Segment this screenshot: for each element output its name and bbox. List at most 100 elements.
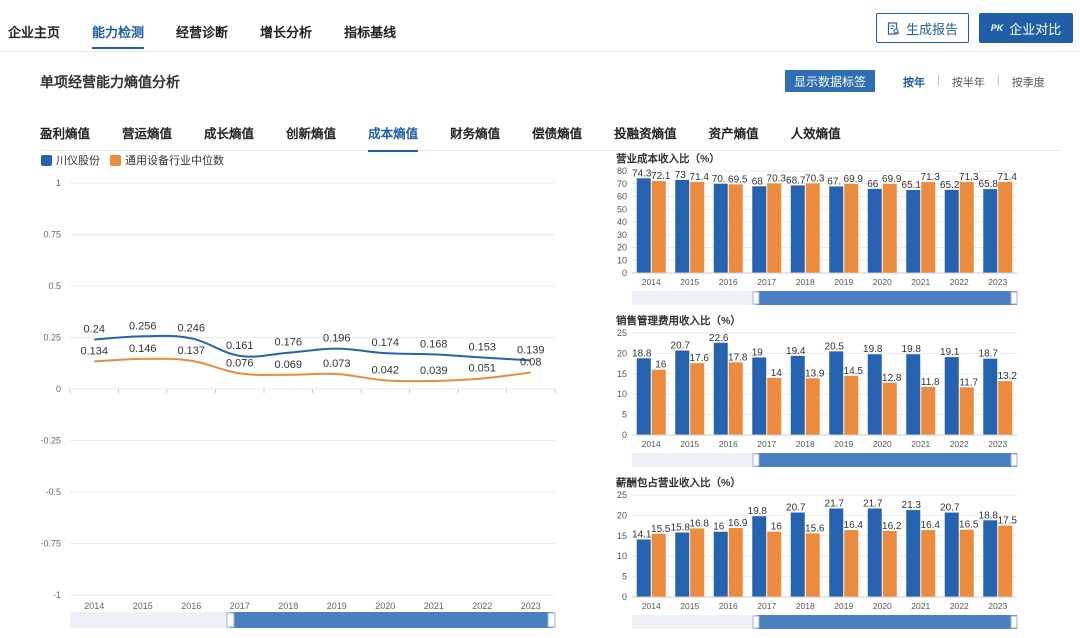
zoom-handle-left[interactable] — [752, 453, 760, 467]
bar — [998, 181, 1013, 273]
data-label: 65.1 — [902, 180, 922, 191]
tab-investment-entropy[interactable]: 投融资熵值 — [614, 127, 677, 141]
zoom-selection — [756, 615, 1017, 629]
legend-item-industry[interactable]: 通用设备行业中位数 — [110, 152, 224, 168]
y-tick-label: 0 — [622, 592, 627, 602]
nav-item-diagnosis[interactable]: 经营诊断 — [176, 25, 229, 40]
bar — [867, 508, 882, 597]
data-label: 0.134 — [80, 345, 108, 357]
zoom-handle-right[interactable] — [1010, 453, 1018, 467]
period-quarterly[interactable]: 按季度 — [1011, 77, 1045, 89]
period-yearly[interactable]: 按年 — [903, 77, 925, 89]
y-tick-label: 50 — [617, 204, 627, 214]
zoom-selection — [230, 612, 553, 628]
x-tick-label: 2019 — [834, 439, 853, 449]
data-label: 70.3 — [805, 173, 825, 184]
data-label: 16.2 — [882, 521, 902, 532]
tab-innovation-entropy[interactable]: 创新熵值 — [286, 127, 337, 141]
y-tick-label: 20 — [617, 510, 627, 520]
data-label: 68.7 — [786, 175, 806, 186]
x-tick-label: 2014 — [642, 439, 661, 449]
x-tick-label: 2017 — [757, 277, 776, 287]
zoom-selection — [756, 291, 1017, 305]
tab-profit-entropy[interactable]: 盈利熵值 — [40, 127, 91, 141]
industry-series-line — [94, 357, 531, 383]
zoom-handle-right[interactable] — [547, 612, 556, 628]
data-label: 0.051 — [468, 362, 496, 374]
bar — [944, 189, 959, 273]
zoom-handle-right[interactable] — [1010, 291, 1018, 305]
bar — [998, 525, 1013, 597]
y-tick-label: 60 — [617, 192, 627, 202]
zoom-handle-left[interactable] — [226, 612, 235, 628]
zoom-handle-right[interactable] — [1010, 615, 1018, 629]
bar — [921, 530, 936, 597]
nav-item-growth[interactable]: 增长分析 — [260, 25, 313, 40]
data-label: 15.6 — [805, 523, 825, 534]
x-tick-label: 2021 — [424, 601, 444, 611]
y-tick-label: 10 — [617, 389, 627, 399]
show-data-labels-button[interactable]: 显示数据标签 — [785, 70, 875, 92]
legend-swatch-blue — [41, 154, 52, 166]
data-label: 21.7 — [825, 498, 845, 509]
main-chart-legend: 川仪股份 通用设备行业中位数 — [41, 152, 234, 168]
data-label: 16.4 — [844, 520, 864, 531]
y-tick-label: 10 — [617, 551, 627, 561]
data-label: 0.168 — [420, 338, 448, 350]
period-half-year[interactable]: 按半年 — [951, 77, 985, 89]
tab-efficiency-entropy[interactable]: 人效熵值 — [790, 127, 841, 141]
bar — [790, 355, 805, 435]
company-compare-label: 企业对比 — [1009, 21, 1062, 37]
tab-cost-entropy[interactable]: 成本熵值 — [368, 123, 419, 152]
data-label: 18.8 — [632, 348, 652, 359]
nav-item-capability[interactable]: 能力检测 — [92, 22, 145, 49]
x-tick-label: 2016 — [719, 277, 738, 287]
x-tick-label: 2018 — [278, 601, 298, 611]
data-label: 14.5 — [844, 366, 864, 377]
tab-finance-entropy[interactable]: 财务熵值 — [450, 127, 501, 141]
bar — [790, 185, 805, 273]
salary-revenue-bar-chart: 0 5 10 15 20 25 2014 14.115.5 2015 15.8 16.8 2016 16… — [617, 490, 1018, 629]
data-label: 20.7 — [940, 503, 960, 514]
y-tick-label: 1 — [56, 178, 61, 188]
x-tick-label: 2022 — [472, 601, 492, 611]
bar — [690, 363, 705, 435]
data-label: 0.174 — [371, 337, 399, 349]
bar — [867, 354, 882, 435]
bar — [805, 378, 820, 435]
nav-item-home[interactable]: 企业主页 — [8, 25, 61, 40]
data-label: 16 — [771, 522, 783, 533]
data-label: 13.2 — [998, 371, 1018, 382]
company-compare-button[interactable]: PK 企业对比 — [979, 13, 1073, 43]
x-tick-label: 2014 — [642, 601, 661, 611]
legend-item-company[interactable]: 川仪股份 — [41, 152, 100, 168]
x-tick-label: 2019 — [834, 277, 853, 287]
generate-report-button[interactable]: 生成报告 — [876, 13, 969, 43]
data-label: 20.7 — [786, 503, 806, 514]
data-label: 70.3 — [767, 173, 787, 184]
zoom-handle-left[interactable] — [752, 291, 760, 305]
tab-solvency-entropy[interactable]: 偿债熵值 — [532, 127, 583, 141]
data-label: 69.9 — [882, 174, 902, 185]
tab-operation-entropy[interactable]: 营运熵值 — [122, 127, 173, 141]
data-label: 17.5 — [998, 516, 1018, 527]
data-label: 22.6 — [709, 333, 729, 344]
bar — [921, 182, 936, 273]
main-entropy-line-chart: 1 0.75 0.5 0.25 0 -0.25 -0.5 -0.75 -1 2014 2015 201… — [40, 178, 556, 628]
y-tick-label: -0.75 — [40, 539, 61, 549]
tab-growth-entropy[interactable]: 成长熵值 — [204, 127, 255, 141]
data-label: 0.246 — [177, 322, 205, 334]
nav-item-baseline[interactable]: 指标基线 — [344, 25, 397, 40]
data-label: 72.1 — [651, 171, 671, 182]
x-tick-label: 2023 — [988, 601, 1007, 611]
data-label: 0.24 — [84, 324, 105, 336]
period-separator: | — [996, 74, 1000, 86]
bar — [728, 184, 743, 273]
data-label: 18.8 — [979, 510, 999, 521]
data-label: 0.153 — [468, 341, 496, 353]
data-label: 16 — [655, 360, 667, 371]
tab-asset-entropy[interactable]: 资产熵值 — [708, 127, 759, 141]
top-nav: 企业主页 能力检测 经营诊断 增长分析 指标基线 — [8, 22, 428, 49]
bar — [767, 183, 782, 273]
zoom-handle-left[interactable] — [752, 615, 760, 629]
